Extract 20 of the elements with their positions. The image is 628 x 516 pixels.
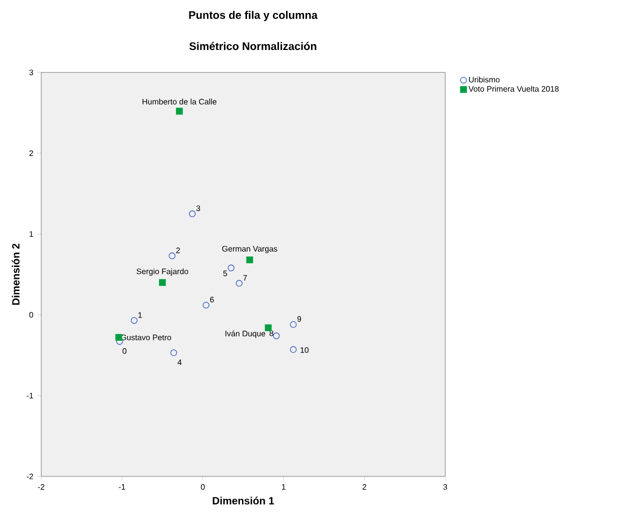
point	[168, 252, 176, 260]
chart-subtitle: Simétrico Normalización	[189, 42, 316, 50]
point	[272, 332, 280, 340]
point	[159, 279, 166, 286]
point	[228, 264, 234, 272]
point	[290, 346, 297, 353]
point	[170, 349, 178, 356]
point	[115, 334, 122, 341]
point	[246, 256, 254, 264]
point	[236, 280, 243, 287]
point	[202, 302, 210, 308]
chart-title: Puntos de fila y columna	[189, 10, 318, 22]
point	[188, 210, 196, 218]
y-axis-title: Dimensión 2	[12, 244, 20, 305]
point	[130, 317, 138, 324]
point	[176, 108, 183, 115]
x-axis-title: Dimensión 1	[212, 496, 274, 504]
point	[264, 324, 272, 332]
point	[290, 321, 297, 328]
point	[116, 338, 123, 345]
